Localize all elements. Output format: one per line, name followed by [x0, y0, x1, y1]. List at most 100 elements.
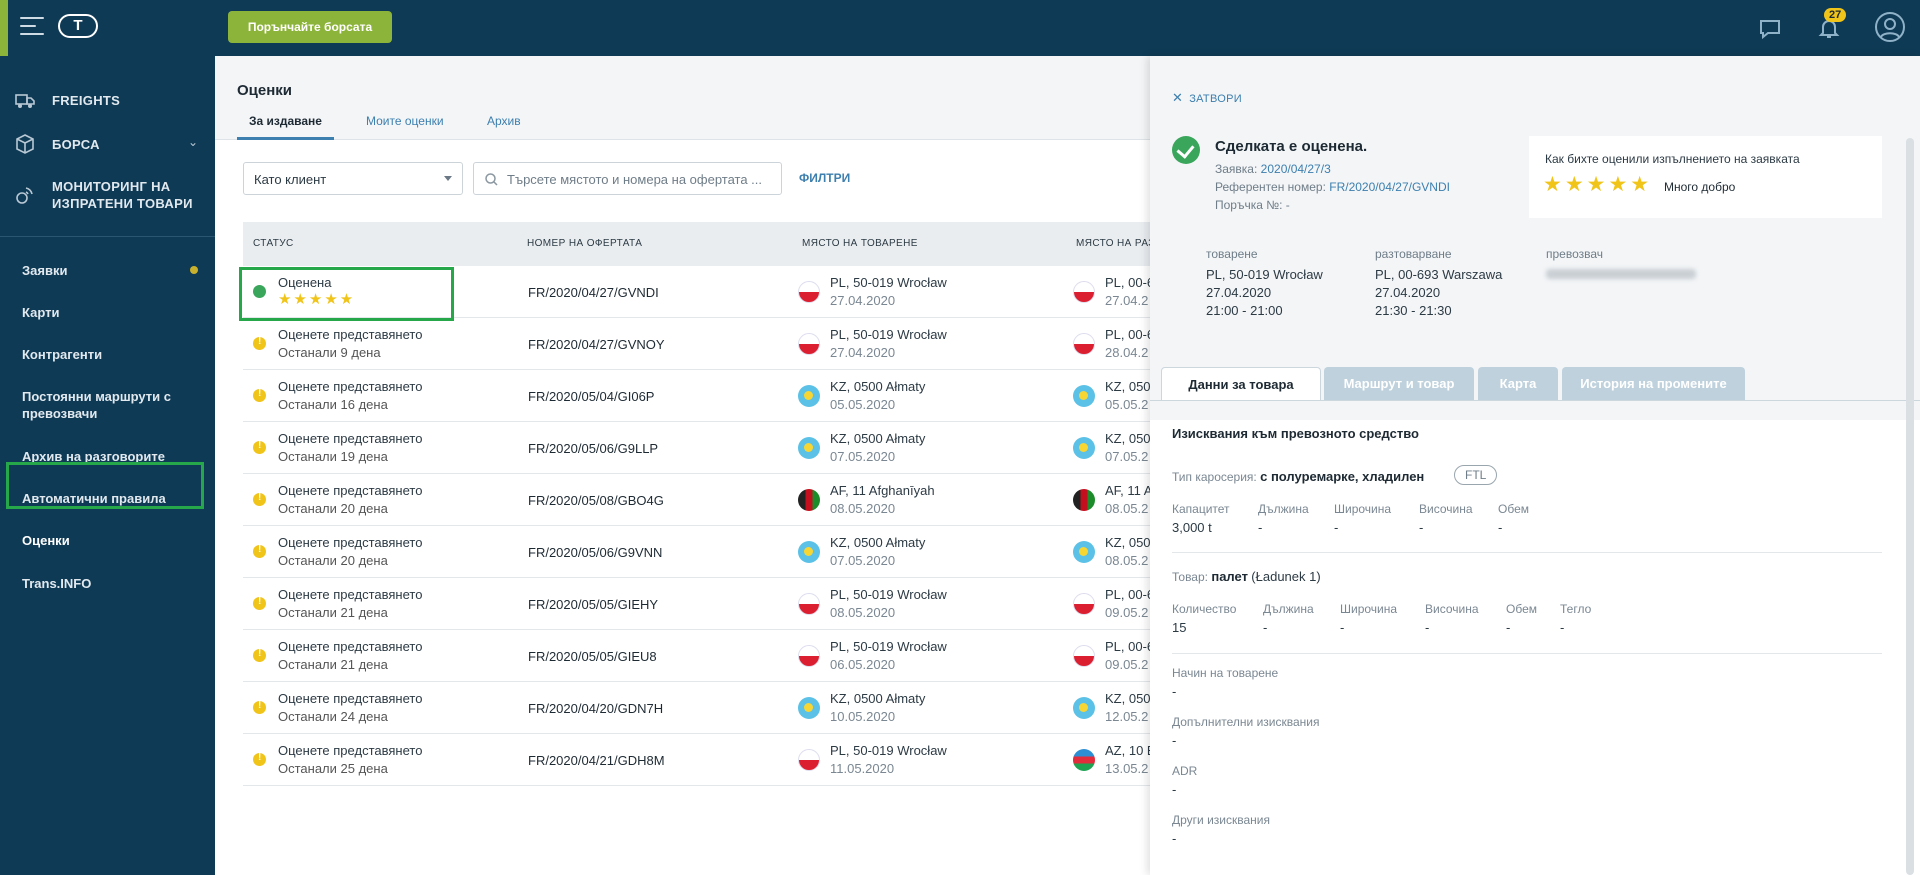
request-link[interactable]: 2020/04/27/3 [1260, 162, 1331, 176]
table-row[interactable]: Оценете представянето Останали 9 дена FR/2… [243, 318, 1150, 370]
close-label: ЗАТВОРИ [1189, 93, 1242, 105]
table-header: СТАТУС НОМЕР НА ОФЕРТАТА МЯСТО НА ТОВАРЕ… [243, 222, 1154, 266]
table-row[interactable]: Оценете представянето Останали 16 дена FR/… [243, 370, 1150, 422]
tab-archive[interactable]: Архив [487, 114, 521, 128]
sidebar-item-requests[interactable]: Заявки [22, 263, 68, 278]
sidebar-item-routes[interactable]: Постоянни маршрути с превозвачи [22, 389, 172, 421]
loading-date: 10.05.2020 [830, 709, 896, 724]
field-label: Обем [1498, 502, 1529, 516]
sidebar-item-transinfo[interactable]: Trans.INFO [22, 576, 92, 591]
ftl-badge: FTL [1454, 465, 1498, 485]
table-row[interactable]: Оценете представянето Останали 19 дена FR/… [243, 422, 1150, 474]
unloading-date: 27.04.2 [1105, 293, 1149, 308]
sidebar-item-chat-archive[interactable]: Архив на разговорите [22, 449, 165, 464]
unloading-place: AF, 11 A [1105, 483, 1150, 498]
search-input[interactable]: Търсете мястото и номера на офертата ... [473, 162, 782, 195]
field-value: - [1263, 620, 1268, 635]
loading-place: KZ, 0500 Ałmaty [830, 379, 926, 394]
field-label: Височина [1419, 502, 1473, 516]
column-status[interactable]: СТАТУС [253, 238, 294, 249]
role-select[interactable]: Като клиент [243, 162, 463, 195]
loading-place: PL, 50-019 Wrocław [830, 275, 947, 290]
unloading-place: KZ, 050 [1105, 535, 1150, 550]
tab-route-goods[interactable]: Маршрут и товар [1324, 367, 1474, 401]
stars: ★★★★★ [278, 291, 356, 308]
field-label: Дължина [1263, 602, 1314, 616]
tab-to-issue[interactable]: За издаване [237, 114, 334, 140]
field-value: - [1172, 684, 1177, 699]
sidebar-item-maps[interactable]: Карти [22, 305, 60, 320]
satellite-icon [16, 187, 33, 204]
status-text: Оценете представянето [278, 691, 423, 706]
tab-goods-data[interactable]: Данни за товара [1161, 367, 1321, 401]
tab-history[interactable]: История на промените [1562, 367, 1745, 401]
field-label: Височина [1425, 602, 1479, 616]
offer-number: FR/2020/04/27/GVNOY [528, 337, 665, 352]
filters-button[interactable]: ФИЛТРИ [799, 171, 851, 185]
table-row[interactable]: Оценете представянето Останали 20 дена FR/… [243, 526, 1150, 578]
days-left: Останали 20 дена [278, 501, 388, 516]
unloading-date: 07.05.2 [1105, 449, 1149, 464]
tab-map[interactable]: Карта [1478, 367, 1558, 401]
offer-number: FR/2020/05/05/GIEHY [528, 597, 659, 612]
table-row[interactable]: Оценете представянето Останали 21 дена FR/… [243, 578, 1150, 630]
field-value: - [1172, 733, 1177, 748]
days-left: Останали 19 дена [278, 449, 388, 464]
page-header: Оценки За издаване Моите оценки Архив [215, 56, 1150, 140]
reference-link[interactable]: FR/2020/04/27/GVNDI [1329, 180, 1450, 194]
warning-icon [253, 492, 266, 506]
unloading-cell: KZ, 050 05.05.2 [1105, 378, 1150, 414]
table-row[interactable]: Оценете представянето Останали 24 дена FR/… [243, 682, 1150, 734]
notification-badge: 27 [1824, 8, 1847, 22]
try-exchange-button[interactable]: Порънчайте борсата [228, 11, 392, 43]
user-avatar-icon[interactable] [1874, 11, 1906, 43]
sidebar-item-ratings[interactable]: Оценки [22, 533, 70, 548]
menu-icon[interactable] [20, 17, 44, 37]
column-offer-number[interactable]: НОМЕР НА ОФЕРТАТА [527, 238, 643, 249]
table-row[interactable]: Оценете представянето Останали 20 дена FR/… [243, 474, 1150, 526]
table-row[interactable]: Оценена ★★★★★ FR/2020/04/27/GVNDI PL, 50-01… [243, 266, 1150, 318]
unloading-details: PL, 00-693 Warszawa 27.04.2020 21:30 - 2… [1375, 266, 1502, 320]
column-loading-place[interactable]: МЯСТО НА ТОВАРЕНЕ [802, 238, 918, 249]
table-row[interactable]: Оценете представянето Останали 25 дена FR/… [243, 734, 1150, 786]
status-text: Оценете представянето [278, 431, 423, 446]
chevron-down-icon[interactable]: ⌄ [188, 135, 199, 149]
tab-my-ratings[interactable]: Моите оценки [366, 114, 444, 128]
logo[interactable]: T [58, 14, 98, 38]
flag-icon [798, 385, 820, 407]
field-label: Капацитет [1172, 502, 1230, 516]
warning-icon [253, 544, 266, 558]
days-left: Останали 20 дена [278, 553, 388, 568]
unloading-place: PL, 00-6 [1105, 587, 1150, 602]
field-value: - [1258, 520, 1263, 535]
close-button[interactable]: ✕ ЗАТВОРИ [1172, 90, 1242, 106]
goods-label: Товар: [1172, 570, 1208, 584]
table-row[interactable]: Оценете представянето Останали 21 дена FR/… [243, 630, 1150, 682]
loading-cell: KZ, 0500 Ałmaty 05.05.2020 [830, 378, 925, 414]
rating-stars[interactable]: ★★★★★ [1543, 173, 1653, 196]
check-icon [1172, 136, 1200, 164]
loading-place: PL, 50-019 Wrocław [830, 327, 947, 342]
flag-icon [1073, 541, 1095, 563]
warning-icon [253, 700, 266, 714]
unloading-place: AZ, 10 E [1105, 743, 1150, 758]
loading-cell: KZ, 0500 Ałmaty 07.05.2020 [830, 534, 925, 570]
loading-cell: PL, 50-019 Wrocław 27.04.2020 [830, 326, 947, 362]
sidebar-item-contractors[interactable]: Контрагенти [22, 347, 103, 362]
flag-icon [1073, 593, 1095, 615]
request-line: Заявка: 2020/04/27/3 [1215, 162, 1331, 176]
role-select-value: Като клиент [254, 172, 327, 187]
chat-icon[interactable] [1756, 14, 1784, 42]
sidebar-item-auto-rules[interactable]: Автоматични правила [22, 491, 166, 506]
offer-number: FR/2020/05/04/GI06P [528, 389, 655, 404]
goods-line: Товар: палет (Ładunek 1) [1172, 569, 1321, 584]
sidebar: FREIGHTS БОРСА ⌄ МОНИТОРИНГ НА ИЗПРАТЕНИ… [0, 56, 215, 875]
panel-scrollbar[interactable] [1906, 138, 1914, 875]
days-left: Останали 24 дена [278, 709, 388, 724]
field-value: - [1419, 520, 1424, 535]
field-value: - [1506, 620, 1511, 635]
loading-cell: PL, 50-019 Wrocław 11.05.2020 [830, 742, 947, 778]
column-unloading-place[interactable]: МЯСТО НА РАЗ [1076, 238, 1155, 249]
details-panel: ✕ ЗАТВОРИ Сделката е оценена. Заявка: 202… [1150, 56, 1920, 875]
loading-date: 08.05.2020 [830, 501, 896, 516]
